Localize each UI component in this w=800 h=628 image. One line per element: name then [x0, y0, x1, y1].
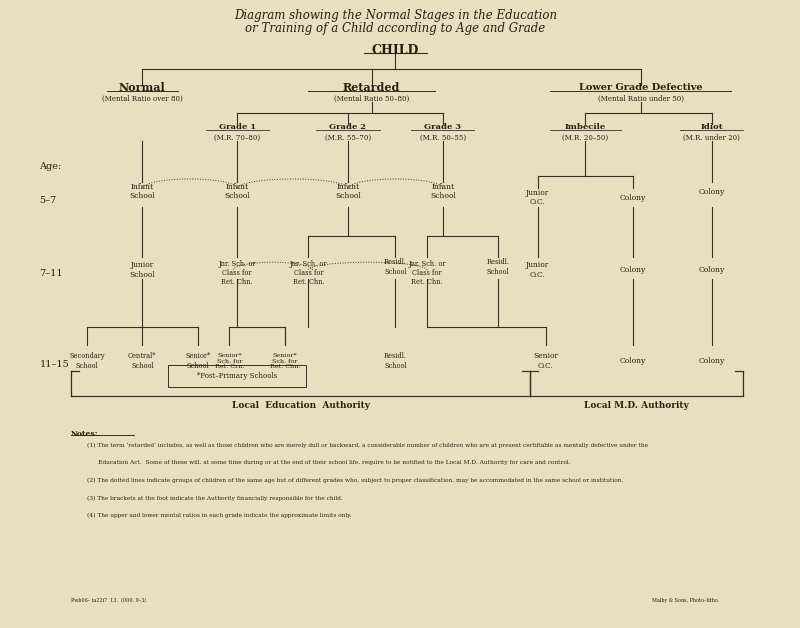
Text: (Mental Ratio 50–80): (Mental Ratio 50–80) [334, 95, 410, 102]
Text: Normal: Normal [119, 82, 166, 94]
Text: 5–7: 5–7 [39, 197, 57, 205]
Text: (3) The brackets at the foot indicate the Authority financially responsible for : (3) The brackets at the foot indicate th… [87, 495, 342, 501]
Text: Grade 1: Grade 1 [218, 124, 256, 131]
Text: (M.R. 70–80): (M.R. 70–80) [214, 134, 260, 141]
Text: Retarded: Retarded [343, 82, 400, 94]
Text: Residl.
School: Residl. School [384, 352, 407, 370]
Text: Colony: Colony [619, 357, 646, 365]
Text: Pwb06– ia22i7  13.  (000. 9–3/.: Pwb06– ia22i7 13. (000. 9–3/. [71, 598, 148, 603]
Text: Colony: Colony [698, 188, 725, 195]
Text: Senior*
Sch. for
Ret. Crn.: Senior* Sch. for Ret. Crn. [214, 353, 244, 369]
Text: Senior*
Sch. for
Ret. Chn.: Senior* Sch. for Ret. Chn. [270, 353, 300, 369]
Text: Colony: Colony [619, 266, 646, 274]
Text: 11–15: 11–15 [39, 360, 70, 369]
Text: Junior
O.C.: Junior O.C. [526, 261, 550, 279]
Text: (Mental Ratio over 80): (Mental Ratio over 80) [102, 95, 182, 102]
Text: Local  Education  Authority: Local Education Authority [231, 401, 370, 409]
Text: Residl.
School: Residl. School [486, 258, 510, 276]
Text: Senior*
School: Senior* School [185, 352, 210, 370]
Text: Central*
School: Central* School [128, 352, 157, 370]
Text: Diagram showing the Normal Stages in the Education: Diagram showing the Normal Stages in the… [234, 9, 557, 22]
Text: CHILD: CHILD [372, 44, 419, 57]
Text: (M.R. 50–55): (M.R. 50–55) [420, 134, 466, 141]
Text: Jnr. Sch. or
Class for
Ret. Chn.: Jnr. Sch. or Class for Ret. Chn. [290, 260, 327, 286]
Text: Senior
O.C.: Senior O.C. [533, 352, 558, 370]
Text: Idiot: Idiot [700, 124, 723, 131]
Text: Education Act.  Some of these will, at some time during or at the end of their s: Education Act. Some of these will, at so… [87, 460, 570, 465]
Text: (1) The term ‘retarded’ includes, as well as those children who are merely dull : (1) The term ‘retarded’ includes, as wel… [87, 443, 648, 448]
Text: (4) The upper and lower mental ratios in each grade indicate the approximate lim: (4) The upper and lower mental ratios in… [87, 513, 352, 518]
Text: Colony: Colony [619, 194, 646, 202]
Text: Infant
School: Infant School [430, 183, 456, 200]
Text: Jnr. Sch. or
Class for
Ret. Chn.: Jnr. Sch. or Class for Ret. Chn. [408, 260, 446, 286]
Text: (M.R. 55–70): (M.R. 55–70) [325, 134, 371, 141]
Text: Infant
School: Infant School [224, 183, 250, 200]
Text: Notes:: Notes: [71, 430, 98, 438]
Text: Grade 2: Grade 2 [330, 124, 366, 131]
Text: (M.R. under 20): (M.R. under 20) [683, 134, 740, 141]
Text: or Training of a Child according to Age and Grade: or Training of a Child according to Age … [246, 22, 546, 35]
Text: Imbecile: Imbecile [565, 124, 606, 131]
Text: Infant
School: Infant School [130, 183, 155, 200]
Text: Malby & Sons, Photo–litho.: Malby & Sons, Photo–litho. [652, 598, 720, 603]
FancyBboxPatch shape [169, 365, 306, 387]
Text: (Mental Ratio under 50): (Mental Ratio under 50) [598, 95, 683, 102]
Text: Grade 3: Grade 3 [424, 124, 462, 131]
Text: Junior
O.C.: Junior O.C. [526, 189, 550, 207]
Text: Secondary
School: Secondary School [69, 352, 105, 370]
Text: Colony: Colony [698, 266, 725, 274]
Text: *Post–Primary Schools: *Post–Primary Schools [197, 372, 278, 380]
Text: Residl.
School: Residl. School [384, 258, 407, 276]
Text: Colony: Colony [698, 357, 725, 365]
Text: 7–11: 7–11 [39, 269, 63, 278]
Text: Lower Grade Defective: Lower Grade Defective [578, 84, 702, 92]
Text: Age:: Age: [39, 162, 62, 171]
Text: Junior
School: Junior School [130, 261, 155, 279]
Text: (M.R. 20–50): (M.R. 20–50) [562, 134, 608, 141]
Text: Local M.D. Authority: Local M.D. Authority [584, 401, 689, 409]
Text: Infant
School: Infant School [335, 183, 361, 200]
Text: Jnr. Sch. or
Class for
Ret. Chn.: Jnr. Sch. or Class for Ret. Chn. [218, 260, 256, 286]
Text: (2) The dotted lines indicate groups of children of the same age but of differen: (2) The dotted lines indicate groups of … [87, 478, 623, 483]
